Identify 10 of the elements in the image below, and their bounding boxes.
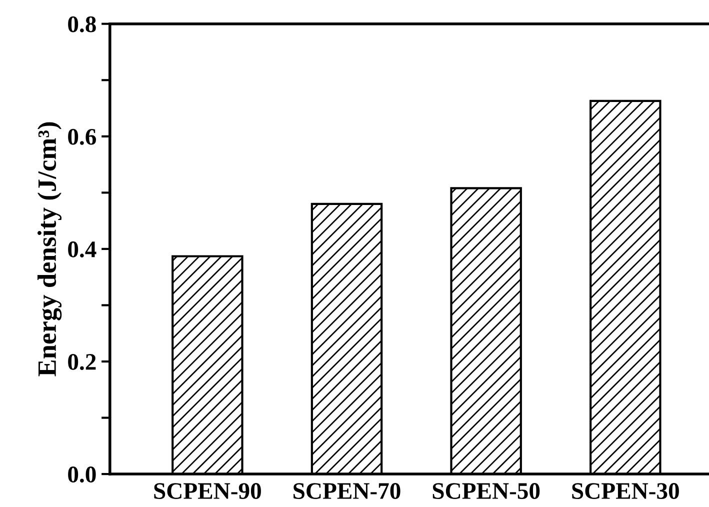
y-tick-label: 0.6 bbox=[68, 128, 96, 145]
x-tick-label: SCPEN-90 bbox=[154, 483, 261, 499]
y-tick-label: 0.2 bbox=[68, 354, 96, 370]
y-tick-label: 0.4 bbox=[68, 241, 96, 258]
x-tick-label: SCPEN-30 bbox=[572, 483, 679, 499]
x-tick-label: SCPEN-50 bbox=[432, 483, 540, 499]
y-axis-title: Energy density (J/cm³) bbox=[37, 122, 62, 376]
y-tick-label: 0.8 bbox=[68, 16, 96, 32]
y-tick-label: 0.0 bbox=[68, 466, 96, 483]
x-tick-label: SCPEN-70 bbox=[294, 483, 400, 499]
